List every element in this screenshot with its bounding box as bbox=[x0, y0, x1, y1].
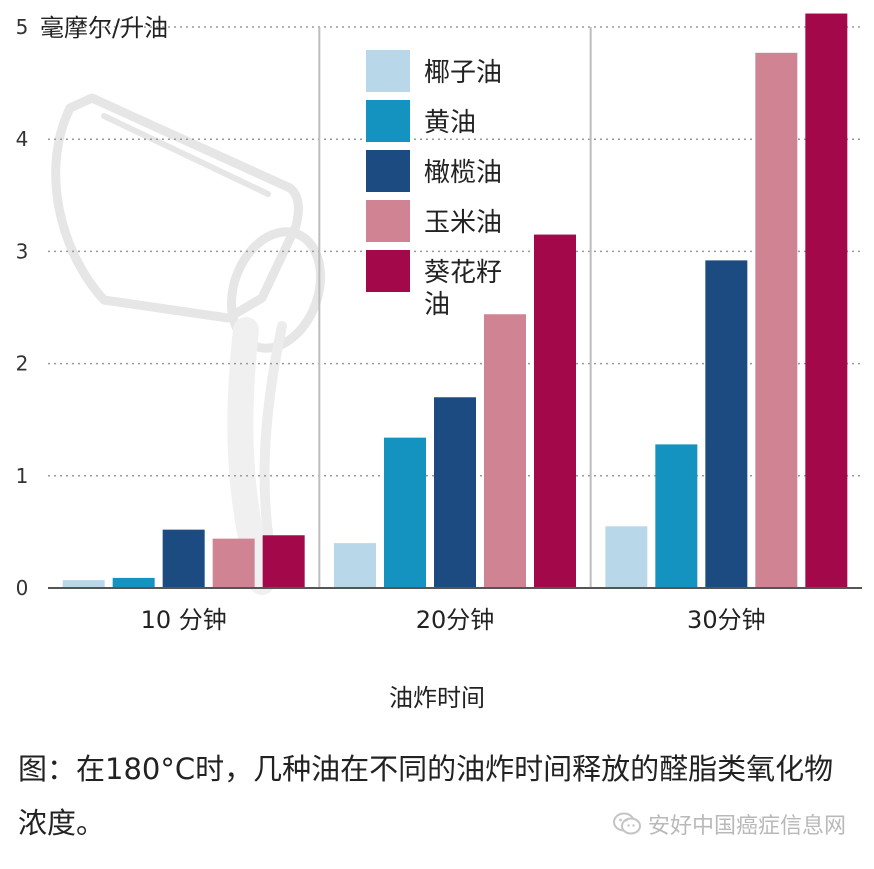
x-category-label: 20分钟 bbox=[416, 606, 495, 634]
y-tick-label: 1 bbox=[16, 464, 29, 488]
bar bbox=[805, 13, 848, 588]
bar bbox=[534, 234, 576, 588]
bar bbox=[112, 577, 155, 588]
y-axis-label: 毫摩尔/升油 bbox=[40, 14, 168, 42]
bar bbox=[262, 535, 305, 588]
figure-caption: 图：在180°C时，几种油在不同的油炸时间释放的醛脂类氧化物浓度。 bbox=[18, 752, 834, 840]
y-tick-label: 0 bbox=[16, 576, 29, 600]
x-category-label: 30分钟 bbox=[687, 606, 766, 634]
legend-label: 黄油 bbox=[424, 108, 476, 138]
category-separators bbox=[318, 27, 592, 588]
bar-series bbox=[62, 13, 848, 588]
legend-label: 椰子油 bbox=[424, 58, 502, 88]
bar bbox=[384, 437, 426, 588]
legend-swatch bbox=[366, 150, 410, 192]
pouring-bottle-illustration bbox=[51, 93, 325, 595]
x-axis-label: 油炸时间 bbox=[389, 684, 485, 712]
y-axis-ticks: 0 1 2 3 4 5 bbox=[16, 15, 29, 600]
bar bbox=[655, 444, 698, 588]
legend-label: 玉米油 bbox=[424, 208, 502, 238]
bar bbox=[484, 314, 526, 588]
bar bbox=[212, 538, 255, 588]
y-tick-label: 2 bbox=[16, 352, 29, 376]
x-axis-categories: 10 分钟 20分钟 30分钟 bbox=[141, 606, 766, 634]
legend-swatch bbox=[366, 100, 410, 142]
legend-swatch bbox=[366, 200, 410, 242]
legend-label: 葵花籽油 bbox=[424, 258, 502, 320]
bar bbox=[162, 529, 205, 588]
bar bbox=[334, 543, 376, 588]
watermark-text: 安好中国癌症信息网 bbox=[647, 814, 846, 839]
bar bbox=[62, 580, 105, 588]
y-tick-label: 3 bbox=[16, 239, 29, 263]
y-tick-label: 5 bbox=[16, 15, 29, 39]
legend-label: 橄榄油 bbox=[424, 158, 502, 188]
watermark: 安好中国癌症信息网 bbox=[612, 808, 846, 840]
legend-swatch bbox=[366, 50, 410, 92]
legend-swatch bbox=[366, 250, 410, 292]
bar bbox=[605, 526, 648, 588]
wechat-icon bbox=[612, 812, 641, 835]
bar bbox=[755, 52, 798, 588]
bar bbox=[705, 260, 748, 588]
y-tick-label: 4 bbox=[16, 127, 29, 151]
x-category-label: 10 分钟 bbox=[141, 606, 227, 634]
bar-chart: 0 1 2 3 4 5 10 分钟 20分钟 30分钟 毫摩尔/升油 椰子油黄油橄榄油玉米油葵… bbox=[16, 13, 862, 712]
bar bbox=[434, 397, 476, 588]
